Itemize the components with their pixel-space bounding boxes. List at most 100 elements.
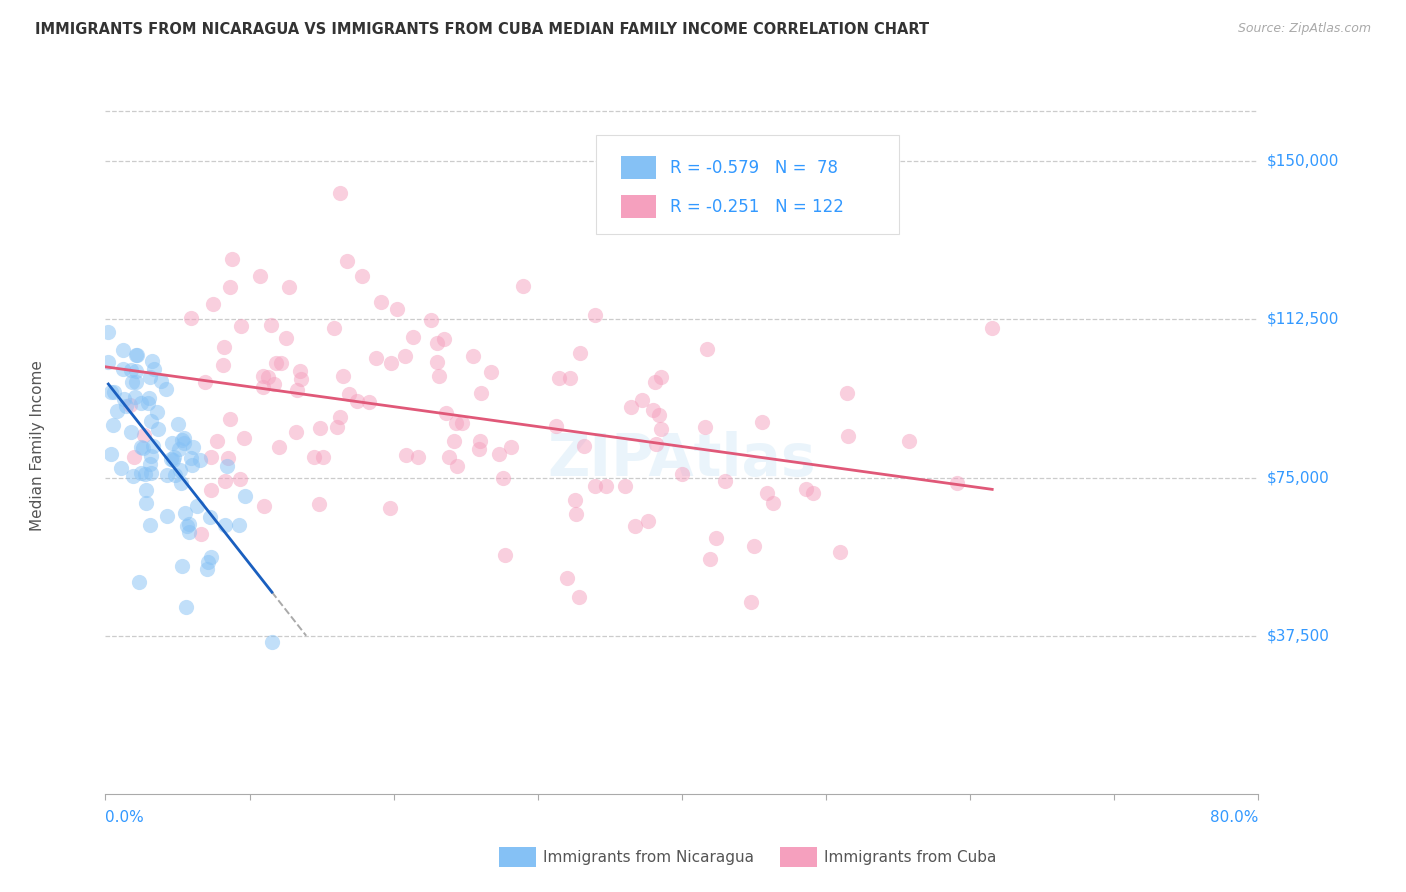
Point <box>100 447 122 461</box>
Point <box>555 571 578 585</box>
Point <box>329 409 352 424</box>
Point <box>156 509 179 524</box>
Point <box>501 440 523 454</box>
Point <box>176 519 198 533</box>
Point <box>252 380 274 394</box>
Point <box>329 186 352 201</box>
Point <box>200 483 222 497</box>
Point <box>217 450 239 465</box>
Point <box>837 429 859 443</box>
Point <box>644 437 666 451</box>
Point <box>118 398 141 412</box>
Point <box>181 440 204 454</box>
Point <box>124 348 146 362</box>
Point <box>252 369 274 384</box>
Point <box>97 325 120 339</box>
Point <box>444 416 467 430</box>
Point <box>115 400 138 414</box>
Point <box>357 395 380 409</box>
Point <box>194 375 217 389</box>
Point <box>463 349 485 363</box>
Point <box>270 356 292 370</box>
Point <box>426 336 449 351</box>
Text: Median Family Income: Median Family Income <box>31 360 45 532</box>
Point <box>156 468 179 483</box>
Point <box>105 404 128 418</box>
Point <box>402 330 425 344</box>
Point <box>214 474 236 488</box>
Point <box>129 466 152 480</box>
Point <box>981 320 1004 334</box>
Point <box>198 510 221 524</box>
Point <box>190 526 212 541</box>
Point <box>146 421 169 435</box>
Point <box>141 354 163 368</box>
Point <box>488 447 510 461</box>
Point <box>120 425 142 439</box>
Text: Source: ZipAtlas.com: Source: ZipAtlas.com <box>1237 22 1371 36</box>
Point <box>631 392 654 407</box>
Point <box>176 599 198 614</box>
Point <box>695 420 717 434</box>
Point <box>468 442 491 457</box>
Text: IMMIGRANTS FROM NICARAGUA VS IMMIGRANTS FROM CUBA MEDIAN FAMILY INCOME CORRELATI: IMMIGRANTS FROM NICARAGUA VS IMMIGRANTS … <box>35 22 929 37</box>
Point <box>124 450 146 465</box>
Point <box>136 396 159 410</box>
Point <box>558 370 581 384</box>
Point <box>264 356 287 370</box>
Point <box>433 332 456 346</box>
Point <box>285 383 308 397</box>
Point <box>898 434 921 448</box>
Point <box>794 482 817 496</box>
Point <box>180 310 202 325</box>
Point <box>276 330 298 344</box>
Point <box>110 461 132 475</box>
Point <box>450 416 472 430</box>
Point <box>336 254 359 268</box>
Point <box>197 562 219 576</box>
Point <box>443 434 465 448</box>
Point <box>446 459 468 474</box>
Point <box>219 280 242 294</box>
Point <box>740 595 762 609</box>
Point <box>439 450 461 464</box>
Point <box>394 448 416 462</box>
Point <box>172 558 194 573</box>
Point <box>131 396 153 410</box>
Point <box>146 405 169 419</box>
Text: 80.0%: 80.0% <box>1211 810 1258 825</box>
Point <box>139 457 162 471</box>
Point <box>177 516 200 531</box>
Point <box>128 574 150 589</box>
Text: $150,000: $150,000 <box>1267 154 1339 169</box>
Point <box>260 635 283 649</box>
Point <box>492 471 515 485</box>
Text: Immigrants from Cuba: Immigrants from Cuba <box>824 850 997 864</box>
Point <box>127 348 149 362</box>
Point <box>202 297 225 311</box>
Point <box>167 442 190 457</box>
Point <box>212 358 235 372</box>
Point <box>180 451 202 466</box>
Point <box>583 479 606 493</box>
Point <box>219 412 242 426</box>
Point <box>170 433 193 447</box>
Point <box>232 431 254 445</box>
Point <box>125 364 148 378</box>
Point <box>170 475 193 490</box>
Point <box>696 342 718 356</box>
Point <box>671 467 693 481</box>
Point <box>155 382 177 396</box>
Point <box>180 458 202 472</box>
Point <box>479 365 502 379</box>
Point <box>290 372 312 386</box>
Point <box>564 507 586 521</box>
Point <box>125 375 148 389</box>
Point <box>129 441 152 455</box>
Text: ZIPAtlas: ZIPAtlas <box>547 432 817 489</box>
Point <box>121 469 143 483</box>
Point <box>111 343 134 357</box>
Point <box>267 440 290 454</box>
Point <box>470 386 492 401</box>
Point <box>650 422 672 436</box>
